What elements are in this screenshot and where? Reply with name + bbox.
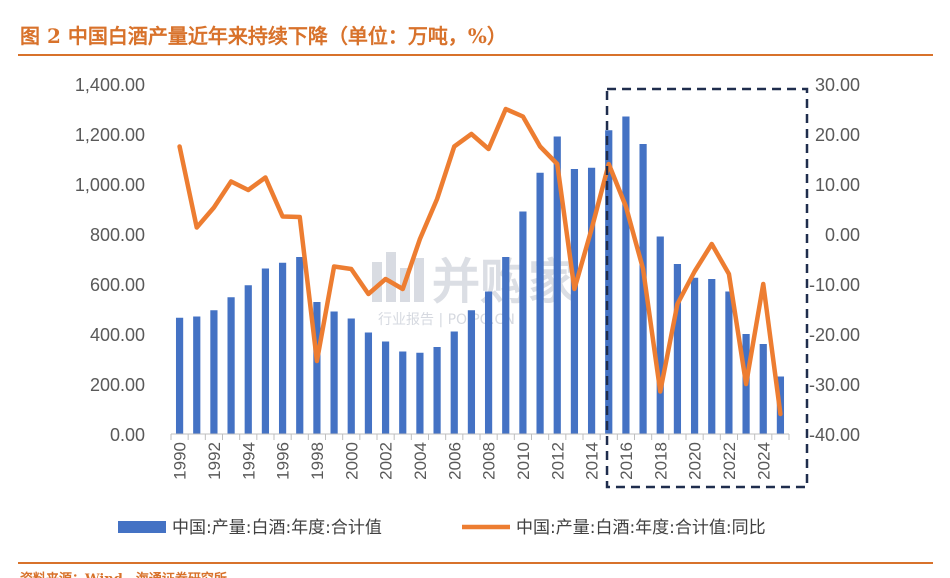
y-left-tick-label: 1,200.00 — [75, 125, 145, 145]
bar-2002 — [381, 341, 390, 434]
x-tick-label: 2016 — [617, 442, 636, 480]
y-right-tick-label: 30.00 — [815, 75, 860, 95]
y-left-tick-label: 600.00 — [90, 275, 145, 295]
x-tick-label: 2004 — [411, 442, 430, 480]
x-tick-label: 1990 — [171, 442, 190, 480]
figure-title: 图 2 中国白酒产量近年来持续下降（单位：万吨，%） — [20, 24, 507, 48]
y-left-tick-label: 800.00 — [90, 225, 145, 245]
bottom-rule — [18, 562, 933, 564]
bar-2009 — [502, 257, 510, 434]
highlight-box — [605, 87, 809, 489]
bar-2013 — [570, 169, 579, 434]
bar-2011 — [536, 172, 544, 434]
y-right-tick-label: 0.00 — [825, 225, 860, 245]
y-right-tick-label: 10.00 — [815, 175, 860, 195]
x-tick-label: 2024 — [754, 442, 773, 480]
bar-1990 — [175, 317, 184, 434]
bar-2005 — [433, 347, 441, 434]
bar-2012 — [553, 136, 561, 434]
y-left-tick-label: 0.00 — [110, 425, 145, 445]
bar-1996 — [278, 262, 287, 434]
bar-2017 — [639, 144, 647, 434]
x-tick-label: 2006 — [445, 442, 464, 480]
y-left-tick-label: 200.00 — [90, 375, 145, 395]
bar-1995 — [261, 268, 270, 434]
legend-line-label: 中国:产量:白酒:年度:合计值:同比 — [516, 518, 766, 538]
bar-2004 — [416, 352, 424, 434]
bar-2016 — [622, 116, 630, 434]
bar-2024 — [759, 344, 767, 434]
axes: 1990 1992 1994 1996 1998 2000 2002 2004 2006 2008… — [75, 75, 860, 480]
y-left-tick-label: 1,400.00 — [75, 75, 145, 95]
x-tick-label: 2018 — [651, 442, 670, 480]
bar-2010 — [519, 211, 527, 434]
bar-1999 — [330, 311, 338, 434]
bar-2020 — [690, 277, 699, 434]
legend: 中国:产量:白酒:年度:合计值 中国:产量:白酒:年度:合计值:同比 — [118, 518, 766, 538]
chart-header: 图 2 中国白酒产量近年来持续下降（单位：万吨，%） — [18, 14, 933, 56]
bar-1997 — [296, 257, 304, 434]
bar-2008 — [484, 291, 493, 434]
bar-2021 — [708, 279, 716, 434]
x-tick-label: 2022 — [720, 442, 739, 480]
bar-2019 — [673, 264, 682, 434]
bar-2007 — [467, 310, 476, 434]
source-note: 资料来源：Wind，海通证券研究所 — [20, 568, 440, 578]
y-right-tick-label: 20.00 — [815, 125, 860, 145]
y-right-tick-label: -20.00 — [809, 325, 860, 345]
line-series — [177, 106, 783, 417]
x-tick-label: 1998 — [308, 442, 327, 480]
x-tick-label: 2012 — [548, 442, 567, 480]
building-logo-icon — [372, 252, 424, 302]
bar-1993 — [227, 297, 235, 434]
x-tick-label: 1992 — [205, 442, 224, 480]
y-right-tick-label: -40.00 — [809, 425, 860, 445]
bar-2022 — [725, 291, 733, 434]
x-tick-label: 2010 — [514, 442, 533, 480]
x-tick-label: 2000 — [342, 442, 361, 480]
bar-2018 — [656, 236, 664, 434]
forecast-highlight-box — [605, 87, 809, 489]
yoy-line — [177, 106, 783, 417]
x-tick-label: 2014 — [583, 442, 602, 480]
bar-1994 — [244, 285, 252, 434]
bar-2015 — [605, 130, 613, 434]
x-tick-label: 2008 — [480, 442, 499, 480]
y-left-tick-label: 1,000.00 — [75, 175, 145, 195]
x-tick-label: 2020 — [686, 442, 705, 480]
x-tick-label: 2002 — [377, 442, 396, 480]
source-note-text: 资料来源：Wind，海通证券研究所 — [20, 568, 227, 578]
y-right-tick-label: -30.00 — [809, 375, 860, 395]
x-tick-label: 1994 — [239, 442, 258, 480]
bar-2001 — [364, 332, 373, 434]
bar-2000 — [347, 318, 355, 434]
bar-series — [175, 116, 785, 434]
legend-bar-swatch — [118, 521, 166, 533]
bar-1991 — [193, 316, 201, 434]
watermark-sub-text: 行业报告 | POIPO.CN — [378, 312, 515, 328]
bar-2003 — [399, 351, 407, 434]
bar-2006 — [450, 331, 458, 434]
x-tick-label: 1996 — [274, 442, 293, 480]
bar-1998 — [313, 302, 321, 434]
legend-bar-label: 中国:产量:白酒:年度:合计值 — [172, 518, 382, 538]
y-left-tick-label: 400.00 — [90, 325, 145, 345]
y-right-tick-label: -10.00 — [809, 275, 860, 295]
bar-2014 — [587, 167, 596, 434]
bar-1992 — [210, 310, 218, 434]
